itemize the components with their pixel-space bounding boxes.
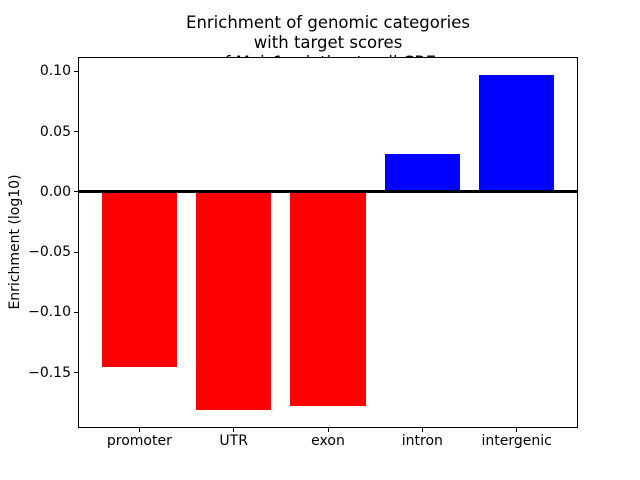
bar-promoter: [101, 191, 178, 367]
plot-area: [78, 57, 578, 428]
y-tick-label-−0.10: −0.10: [28, 304, 71, 321]
x-axis-tick-intergenic: [516, 428, 518, 432]
y-axis-label: Enrichment (log10): [7, 174, 23, 310]
zero-line: [79, 190, 577, 194]
y-tick-label-−0.15: −0.15: [28, 364, 71, 381]
x-tick-label-intron: intron: [401, 433, 443, 449]
y-axis-tick-−0.15: [74, 372, 78, 374]
y-axis-tick-−0.05: [74, 251, 78, 253]
y-tick-label-0.05: 0.05: [39, 123, 71, 140]
x-tick-label-intergenic: intergenic: [481, 433, 552, 449]
y-axis-tick-0.00: [74, 191, 78, 193]
y-tick-label-−0.05: −0.05: [28, 244, 71, 261]
bar-intergenic: [478, 74, 555, 192]
x-axis-tick-intron: [421, 428, 423, 432]
x-tick-label-exon: exon: [311, 433, 345, 449]
y-axis-tick-0.05: [74, 131, 78, 133]
x-axis-tick-exon: [327, 428, 329, 432]
x-tick-label-utr: UTR: [219, 433, 248, 449]
bar-exon: [290, 191, 366, 407]
bar-utr: [195, 191, 272, 411]
x-tick-label-promoter: promoter: [106, 433, 172, 449]
y-tick-label-0.10: 0.10: [39, 63, 71, 80]
y-axis-tick-−0.10: [74, 311, 78, 313]
bar-intron: [384, 154, 461, 192]
y-tick-label-0.00: 0.00: [39, 183, 71, 200]
y-axis-tick-0.10: [74, 70, 78, 72]
x-axis-tick-promoter: [138, 428, 140, 432]
x-axis-tick-utr: [233, 428, 235, 432]
